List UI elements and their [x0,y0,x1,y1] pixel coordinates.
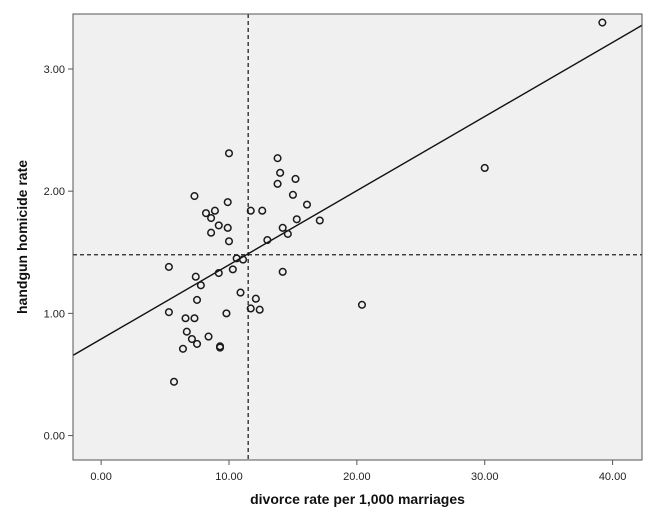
reference-lines [73,14,642,460]
data-point [224,149,234,158]
data-point [178,344,188,353]
data-point [190,314,199,323]
data-points [164,18,607,386]
data-point [246,304,255,313]
plot-frame [72,13,643,461]
x-tick-label: 0.00 [90,471,111,483]
data-point [291,174,300,184]
data-point [182,327,191,336]
data-point [223,198,232,207]
data-point [357,300,367,309]
data-point [224,237,234,246]
data-point [214,221,223,230]
data-point [204,332,213,341]
y-tick-label: 2.00 [44,186,65,198]
data-point [228,265,237,274]
y-tick-label: 1.00 [44,308,65,320]
data-point [201,209,211,218]
data-point [214,268,223,278]
data-point [207,228,216,237]
data-point [288,190,297,199]
data-point [276,168,285,177]
data-point [246,206,255,215]
data-point [273,179,282,188]
data-point [187,334,196,344]
data-point [315,216,324,225]
plot-area [73,14,642,460]
data-point [192,295,202,304]
x-tick-label: 20.00 [343,471,371,483]
data-point [196,281,205,290]
y-axis: 0.00 1.00 2.00 3.00 [44,64,73,443]
data-point [255,305,264,314]
data-point [191,272,200,281]
data-point [292,215,301,224]
data-point [207,214,216,223]
regression-line [73,24,642,356]
data-point [263,236,272,245]
y-axis-title: handgun homicide rate [14,160,30,314]
data-point [236,288,245,297]
x-axis: 0.00 10.00 20.00 30.00 40.00 [90,460,626,483]
y-tick-label: 3.00 [44,64,65,76]
data-point [181,314,190,323]
fit-line-group [73,24,642,356]
data-point [278,223,287,232]
data-point [239,255,248,264]
x-tick-label: 40.00 [599,471,627,483]
data-point [164,308,173,317]
data-point [222,309,231,318]
data-point [223,223,232,232]
data-point [302,200,312,209]
data-point [215,343,225,352]
x-axis-title: divorce rate per 1,000 marriages [250,491,465,507]
data-point [258,206,267,215]
data-point [480,163,489,173]
y-tick-label: 0.00 [44,431,65,443]
data-point [164,262,173,271]
data-point [169,377,179,386]
x-tick-label: 30.00 [471,471,499,483]
data-point [273,154,282,163]
x-tick-label: 10.00 [215,471,243,483]
data-point [210,206,219,215]
data-point [192,339,202,348]
data-point [251,294,260,303]
data-point [190,192,199,201]
data-point [598,18,607,27]
data-point [283,229,292,238]
data-point [278,267,287,276]
